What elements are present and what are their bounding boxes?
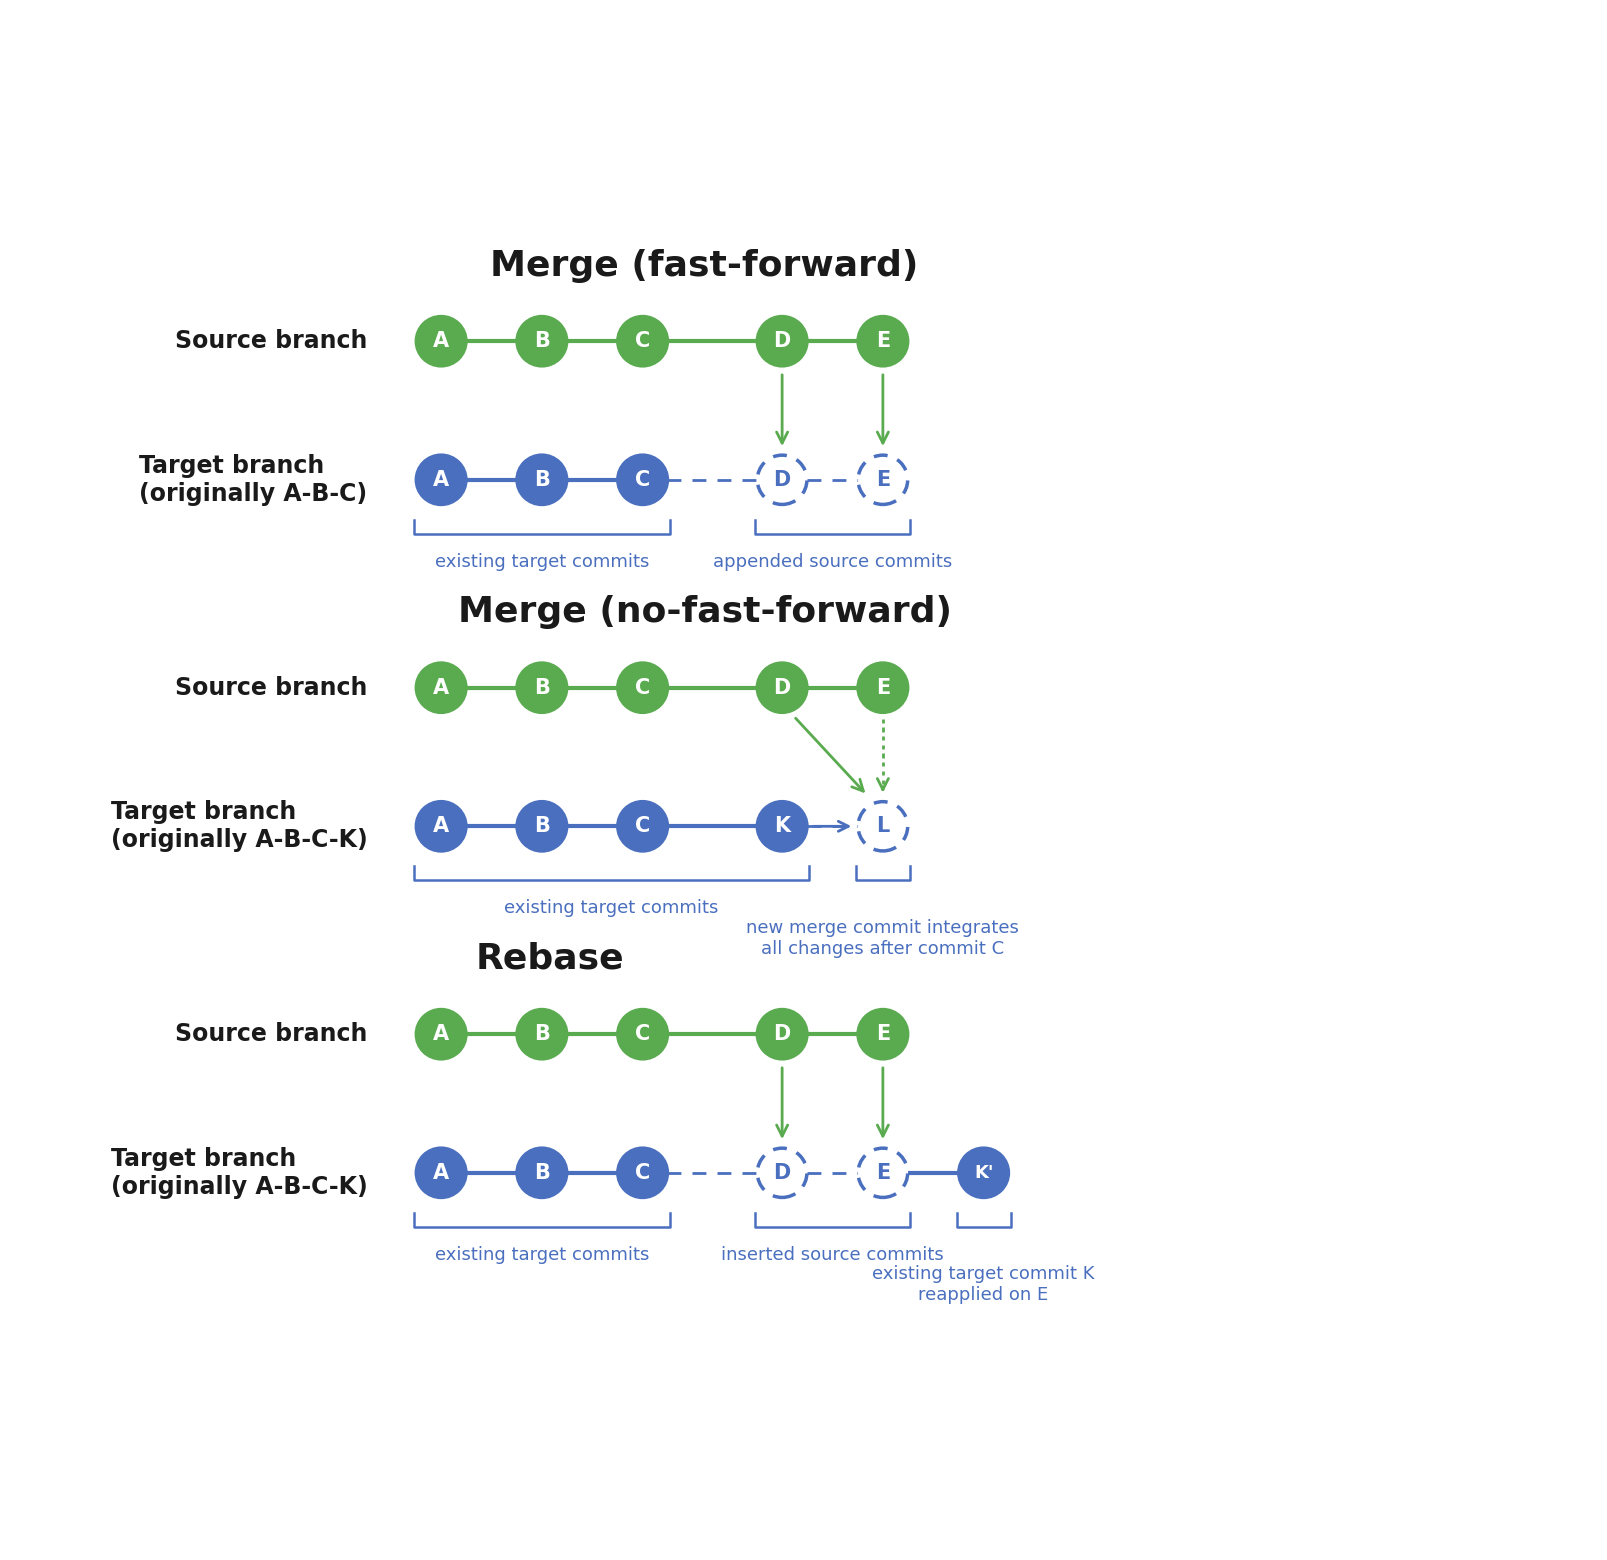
- Circle shape: [757, 317, 807, 367]
- Text: Source branch: Source branch: [175, 329, 368, 353]
- Circle shape: [757, 663, 807, 713]
- Circle shape: [858, 1009, 908, 1059]
- Circle shape: [858, 663, 908, 713]
- Circle shape: [617, 1009, 667, 1059]
- Circle shape: [617, 663, 667, 713]
- Circle shape: [858, 1148, 908, 1198]
- Circle shape: [416, 1009, 466, 1059]
- Text: B: B: [534, 1162, 550, 1182]
- Circle shape: [858, 456, 908, 504]
- Text: L: L: [876, 816, 890, 836]
- Text: C: C: [635, 816, 651, 836]
- Text: C: C: [635, 1162, 651, 1182]
- Circle shape: [757, 456, 807, 504]
- Text: Target branch
(originally A-B-C): Target branch (originally A-B-C): [140, 454, 368, 505]
- Circle shape: [517, 317, 567, 367]
- Text: K': K': [974, 1164, 993, 1182]
- Text: B: B: [534, 1025, 550, 1044]
- Text: A: A: [432, 1025, 450, 1044]
- Text: Rebase: Rebase: [476, 942, 624, 977]
- Circle shape: [617, 317, 667, 367]
- Text: existing target commits: existing target commits: [505, 900, 718, 917]
- Text: A: A: [432, 470, 450, 490]
- Text: existing target commit K
reapplied on E: existing target commit K reapplied on E: [873, 1265, 1094, 1304]
- Text: D: D: [773, 470, 791, 490]
- Text: A: A: [432, 1162, 450, 1182]
- Text: new merge commit integrates
all changes after commit C: new merge commit integrates all changes …: [746, 919, 1019, 958]
- Text: Source branch: Source branch: [175, 675, 368, 700]
- Circle shape: [757, 1148, 807, 1198]
- Circle shape: [517, 663, 567, 713]
- Text: E: E: [876, 677, 890, 697]
- Text: C: C: [635, 470, 651, 490]
- Circle shape: [858, 317, 908, 367]
- Circle shape: [416, 802, 466, 850]
- Text: appended source commits: appended source commits: [714, 552, 951, 571]
- Text: K: K: [775, 816, 791, 836]
- Text: C: C: [635, 331, 651, 351]
- Text: E: E: [876, 1025, 890, 1044]
- Text: E: E: [876, 470, 890, 490]
- Text: B: B: [534, 331, 550, 351]
- Text: existing target commits: existing target commits: [434, 552, 649, 571]
- Text: Merge (fast-forward): Merge (fast-forward): [490, 248, 919, 282]
- Text: D: D: [773, 677, 791, 697]
- Text: D: D: [773, 331, 791, 351]
- Text: existing target commits: existing target commits: [434, 1246, 649, 1264]
- Text: B: B: [534, 677, 550, 697]
- Text: A: A: [432, 331, 450, 351]
- Text: B: B: [534, 470, 550, 490]
- Text: inserted source commits: inserted source commits: [722, 1246, 943, 1264]
- Circle shape: [517, 1009, 567, 1059]
- Circle shape: [757, 802, 807, 850]
- Circle shape: [959, 1148, 1009, 1198]
- Text: Source branch: Source branch: [175, 1022, 368, 1047]
- Circle shape: [517, 456, 567, 504]
- Text: Target branch
(originally A-B-C-K): Target branch (originally A-B-C-K): [111, 1147, 368, 1198]
- Circle shape: [416, 1148, 466, 1198]
- Text: Merge (no-fast-forward): Merge (no-fast-forward): [458, 596, 951, 629]
- Text: D: D: [773, 1162, 791, 1182]
- Circle shape: [416, 456, 466, 504]
- Circle shape: [858, 802, 908, 850]
- Text: C: C: [635, 677, 651, 697]
- Circle shape: [517, 802, 567, 850]
- Text: A: A: [432, 677, 450, 697]
- Text: Target branch
(originally A-B-C-K): Target branch (originally A-B-C-K): [111, 800, 368, 852]
- Text: E: E: [876, 331, 890, 351]
- Circle shape: [517, 1148, 567, 1198]
- Text: D: D: [773, 1025, 791, 1044]
- Circle shape: [416, 663, 466, 713]
- Text: E: E: [876, 1162, 890, 1182]
- Text: B: B: [534, 816, 550, 836]
- Circle shape: [617, 456, 667, 504]
- Circle shape: [617, 802, 667, 850]
- Circle shape: [416, 317, 466, 367]
- Text: A: A: [432, 816, 450, 836]
- Circle shape: [617, 1148, 667, 1198]
- Text: C: C: [635, 1025, 651, 1044]
- Circle shape: [757, 1009, 807, 1059]
